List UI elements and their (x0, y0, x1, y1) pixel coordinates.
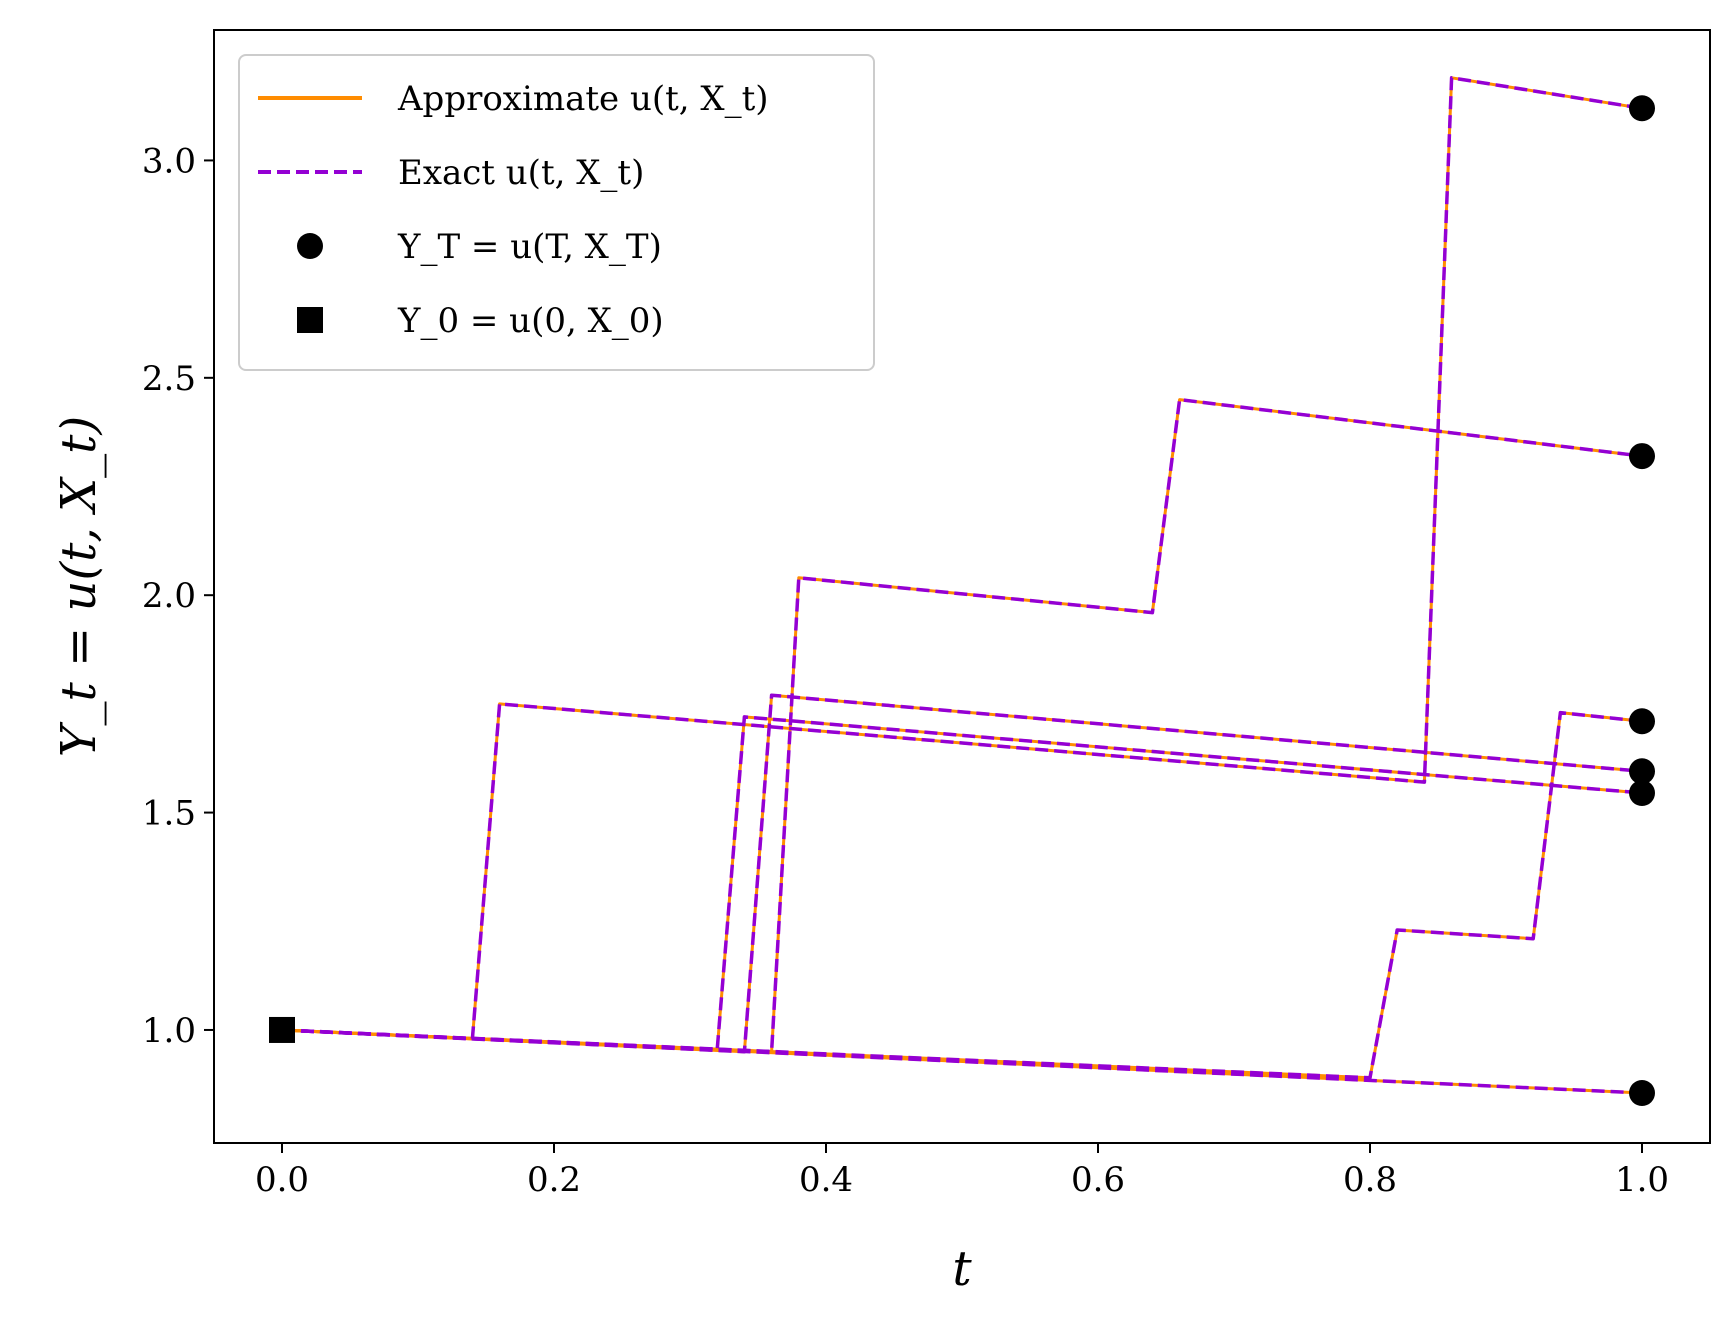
y-tick-label: 1.5 (142, 794, 196, 834)
axis-ticks: 0.0 0.2 0.4 0.6 0.8 1.0 1.0 1.5 2.0 2.5 3.0 (142, 141, 1669, 1200)
terminal-point (1629, 1080, 1655, 1107)
x-tick-label: 0.6 (1071, 1160, 1125, 1200)
terminal-point (1629, 443, 1655, 470)
legend-label: Y_T = u(T, X_T) (397, 227, 662, 267)
legend-label: Exact u(t, X_t) (398, 153, 644, 193)
x-tick-label: 0.8 (1343, 1160, 1397, 1200)
legend-label: Approximate u(t, X_t) (397, 79, 769, 119)
terminal-point (1629, 708, 1655, 735)
x-tick-label: 0.0 (255, 1160, 309, 1200)
approximate-path (281, 1028, 1643, 1095)
initial-point (269, 1016, 295, 1043)
exact-path (281, 710, 1643, 1080)
legend: Approximate u(t, X_t) Exact u(t, X_t) Y_T … (238, 54, 875, 371)
axes-frame (213, 29, 1711, 1144)
terminal-point (1629, 95, 1655, 122)
x-axis-label: t (952, 1241, 972, 1297)
x-tick-label: 0.2 (527, 1160, 581, 1200)
y-tick-label: 3.0 (142, 141, 196, 181)
x-tick-label: 1.0 (1615, 1160, 1669, 1200)
terminal-point (1629, 780, 1655, 807)
legend-initial-swatch (297, 307, 323, 333)
legend-label: Y_0 = u(0, X_0) (397, 301, 664, 341)
y-tick-label: 1.0 (142, 1011, 196, 1051)
y-axis-label: Y_t = u(t, X_t) (51, 416, 107, 757)
plot-area (269, 76, 1655, 1107)
terminal-point (1629, 758, 1655, 785)
legend-box (238, 54, 875, 371)
legend-terminal-swatch (297, 233, 323, 259)
y-tick-label: 2.0 (142, 576, 196, 616)
y-tick-label: 2.5 (142, 359, 196, 399)
x-tick-label: 0.4 (799, 1160, 853, 1200)
